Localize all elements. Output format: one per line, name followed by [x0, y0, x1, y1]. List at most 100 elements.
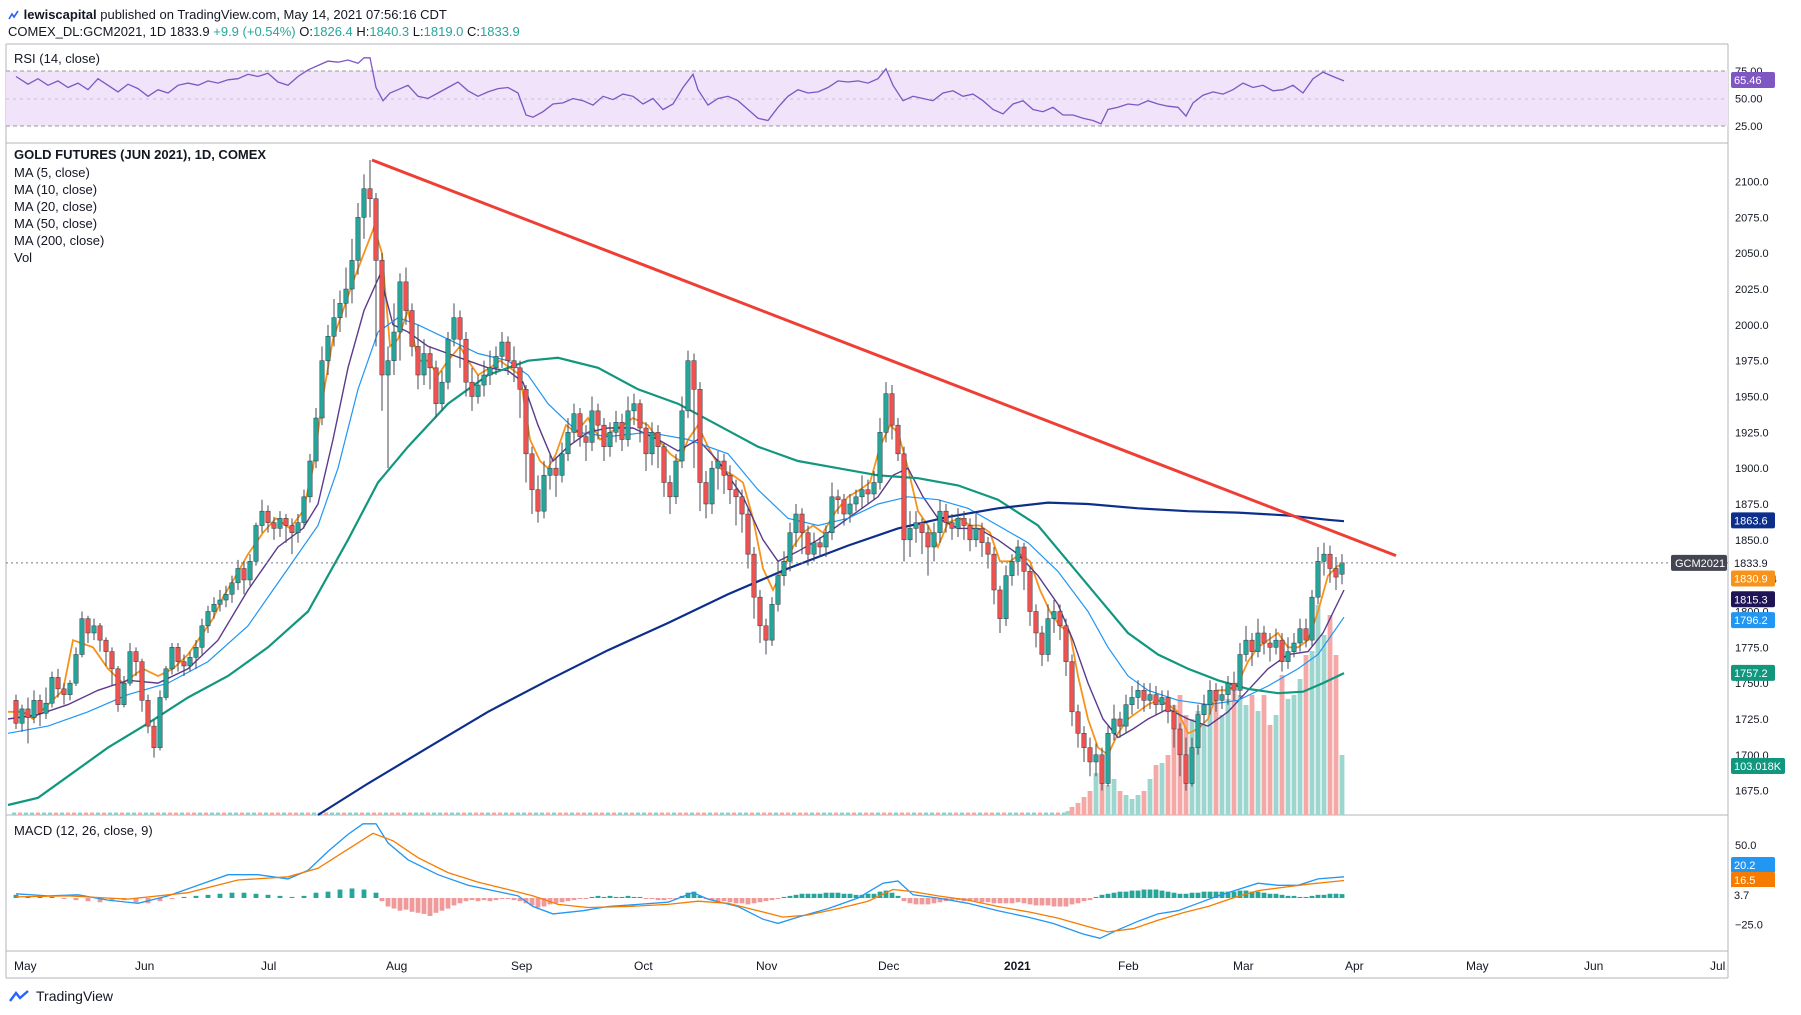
candle-body [1057, 611, 1063, 627]
volume-bar [498, 812, 502, 815]
candle-body [1279, 639, 1285, 662]
ma200-badge: 1863.6 [1734, 515, 1768, 527]
candle-body [739, 496, 745, 515]
macd-hist-bar [217, 893, 223, 898]
publish-text: published on TradingView.com, May 14, 20… [100, 7, 447, 22]
time-tick-label: Apr [1345, 959, 1364, 973]
macd-hist-bar [901, 898, 907, 902]
macd-hist-bar [1087, 898, 1093, 901]
candle-body [859, 489, 865, 498]
candle-body [889, 393, 895, 426]
macd-hist-bar [649, 898, 655, 900]
candle-body [1309, 596, 1315, 641]
macd-hist-bar [835, 892, 841, 898]
candle-body [187, 657, 193, 667]
volume-bar [1171, 705, 1177, 815]
volume-bar [1038, 812, 1042, 815]
candle-body [19, 708, 25, 724]
legend-ma10: MA (10, close) [14, 182, 97, 197]
volume-bar [162, 812, 166, 815]
candle-body [73, 654, 79, 684]
macd-hist-bar [1027, 898, 1033, 905]
tradingview-brand[interactable]: TradingView [8, 988, 113, 1004]
volume-bar [1111, 779, 1117, 815]
volume-bar [222, 812, 226, 815]
macd-hist-bar [415, 898, 421, 913]
volume-bar [834, 812, 838, 815]
volume-bar [312, 812, 316, 815]
volume-bar [624, 812, 628, 815]
macd-hist-bar [133, 898, 139, 903]
macd-hist-bar [1111, 892, 1117, 898]
time-tick-label: 2021 [1004, 959, 1031, 973]
candle-body [745, 513, 751, 555]
candle-body [961, 518, 967, 526]
candle-body [43, 702, 49, 714]
volume-bar [552, 812, 556, 815]
macd-line [15, 823, 1345, 939]
candle-body [991, 553, 997, 591]
ma20-line [7, 317, 1345, 734]
macd-hist-bar [1129, 890, 1135, 898]
volume-bar [306, 812, 310, 815]
candle-body [907, 528, 913, 541]
volume-bar [36, 812, 40, 815]
volume-bar [870, 812, 874, 815]
candle-body [523, 389, 529, 455]
volume-bar [84, 812, 88, 815]
price-tick-label: 2025.0 [1735, 284, 1769, 296]
candle-body [319, 360, 325, 419]
candle-body [1267, 642, 1273, 648]
volume-bar [966, 812, 970, 815]
candle-body [283, 518, 289, 526]
macd-hist-bar [1303, 896, 1309, 898]
candle-body [157, 697, 163, 748]
macd-hist-bar [877, 891, 883, 898]
candle-body [601, 424, 607, 447]
volume-bar [240, 812, 244, 815]
volume-bar [822, 812, 826, 815]
candle-body [1153, 694, 1159, 705]
publisher-name[interactable]: lewiscapital [23, 7, 97, 22]
signal-badge: 16.5 [1734, 875, 1755, 887]
macd-histogram [13, 888, 1345, 917]
volume-bar [1285, 699, 1291, 815]
macd-hist-bar [1105, 893, 1111, 898]
candle-body [1123, 704, 1129, 727]
volume-bar [438, 812, 442, 815]
candle-body [1339, 562, 1345, 575]
resistance-trendline[interactable] [371, 158, 1397, 557]
volume-bar [90, 812, 94, 815]
macd-hist-bar [1213, 891, 1219, 898]
macd-hist-bar [661, 898, 667, 901]
volume-bar [750, 812, 754, 815]
macd-axis: −25.0 50.0 [1735, 840, 1763, 932]
candle-body [457, 317, 463, 340]
candle-body [817, 542, 823, 548]
volume-bar [1105, 785, 1111, 815]
macd-hist-bar [97, 898, 103, 903]
macd-hist-bar [1249, 891, 1255, 898]
candle-body [415, 346, 421, 376]
candle-body [583, 436, 589, 443]
candle-body [871, 482, 877, 495]
macd-hist-bar [427, 898, 433, 917]
volume-bar [468, 812, 472, 815]
candle-body [379, 260, 385, 376]
volume-bar [864, 812, 868, 815]
ma50-line [7, 356, 1345, 807]
macd-hist-bar [193, 895, 199, 898]
macd-hist-bar [469, 898, 475, 901]
candle-body [547, 467, 553, 476]
candle-body [163, 668, 169, 698]
volume-bar [264, 812, 268, 815]
candle-body [235, 568, 241, 584]
hist-badge: 3.7 [1734, 890, 1749, 902]
candle-body [367, 188, 373, 199]
price-pane: 1675.01700.01725.01750.01775.01800.01825… [6, 147, 1769, 816]
macd-hist-bar [793, 894, 799, 898]
ohlc-open: O:1826.4 [299, 24, 353, 39]
volume-bar [336, 812, 340, 815]
